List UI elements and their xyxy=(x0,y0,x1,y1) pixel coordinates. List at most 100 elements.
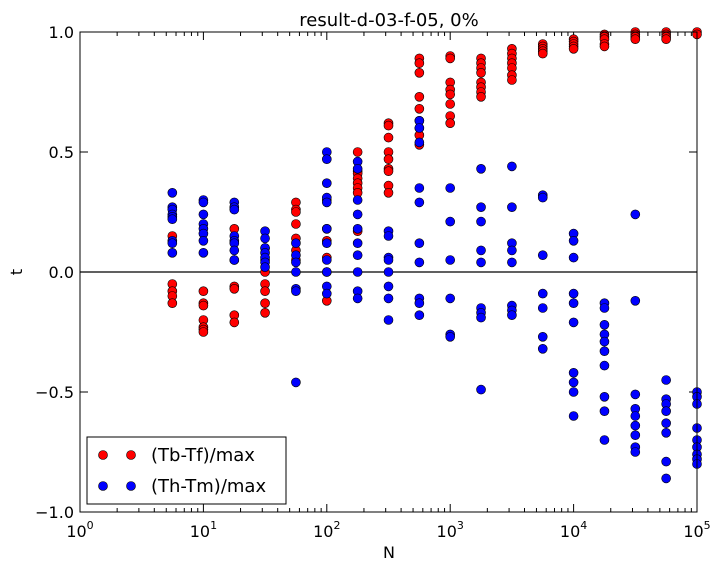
data-point xyxy=(661,34,671,45)
data-point xyxy=(476,312,486,323)
data-point xyxy=(568,288,579,299)
data-point xyxy=(383,315,394,325)
data-point xyxy=(383,267,394,277)
data-point xyxy=(260,298,270,309)
x-tick-label: 100 xyxy=(66,519,93,541)
data-point xyxy=(291,267,301,277)
data-point xyxy=(630,389,641,400)
data-point xyxy=(383,293,394,304)
data-point xyxy=(507,245,517,256)
data-point xyxy=(568,367,579,378)
data-point xyxy=(661,427,671,438)
data-point xyxy=(291,377,301,388)
data-point xyxy=(291,257,301,268)
x-tick-label: 103 xyxy=(437,519,464,541)
data-point xyxy=(630,209,641,220)
data-point xyxy=(229,317,240,328)
data-point xyxy=(568,317,579,328)
data-point xyxy=(568,236,579,246)
data-point xyxy=(537,343,548,354)
data-point xyxy=(383,255,394,265)
data-point xyxy=(260,307,270,318)
minor-ticks xyxy=(116,32,692,512)
data-point xyxy=(599,360,610,371)
data-point xyxy=(383,231,394,241)
data-point xyxy=(661,406,671,417)
data-point xyxy=(414,238,425,248)
data-point xyxy=(352,238,363,248)
data-point xyxy=(352,267,363,277)
data-point xyxy=(445,255,456,265)
data-point xyxy=(537,303,548,313)
data-point xyxy=(414,68,425,78)
data-point xyxy=(661,375,671,385)
data-point xyxy=(630,411,641,421)
data-point xyxy=(414,123,425,133)
data-point xyxy=(198,236,209,246)
data-point xyxy=(414,92,425,102)
data-point xyxy=(229,204,240,215)
data-point xyxy=(537,48,548,59)
data-point xyxy=(260,286,270,297)
data-point xyxy=(321,178,332,188)
data-point xyxy=(291,207,301,217)
data-point xyxy=(414,197,425,208)
legend-label-series-2: (Th-Tm)/max xyxy=(151,476,266,497)
data-point xyxy=(507,257,517,268)
data-point xyxy=(599,303,610,313)
data-point xyxy=(414,137,425,148)
data-point xyxy=(599,319,610,330)
x-tick-labels: 100 101 102 103 104 105 xyxy=(66,519,710,541)
data-point xyxy=(198,300,209,311)
y-tick-label: 0.0 xyxy=(49,263,74,282)
data-point xyxy=(599,41,610,52)
data-point xyxy=(198,209,209,220)
data-point xyxy=(352,195,363,205)
data-point xyxy=(568,252,579,263)
data-point xyxy=(260,262,270,273)
data-point xyxy=(167,188,178,198)
data-point xyxy=(476,202,486,212)
data-point xyxy=(445,331,456,342)
data-point xyxy=(476,164,486,174)
data-point xyxy=(198,286,209,297)
legend-label-series-1: (Tb-Tf)/max xyxy=(151,445,255,466)
y-tick-label: 0.5 xyxy=(49,143,74,162)
data-point xyxy=(537,192,548,203)
y-axis-title: t xyxy=(7,269,26,275)
data-point xyxy=(321,197,332,208)
data-point xyxy=(321,255,332,265)
data-point xyxy=(476,245,486,256)
data-point xyxy=(352,250,363,260)
data-point xyxy=(476,257,486,268)
chart-title: result-d-03-f-05, 0% xyxy=(299,10,479,31)
x-tick-label: 102 xyxy=(313,519,340,541)
data-point xyxy=(383,132,394,143)
data-point xyxy=(599,406,610,417)
data-point xyxy=(476,384,486,395)
data-point xyxy=(537,250,548,260)
data-point xyxy=(167,214,178,224)
x-axis-title: N xyxy=(383,543,395,562)
data-point xyxy=(476,68,486,78)
data-point xyxy=(321,154,332,164)
data-point xyxy=(445,216,456,227)
data-point xyxy=(661,473,671,484)
legend-marker-series-1-b xyxy=(126,450,136,460)
legend-box xyxy=(86,436,287,505)
y-tick-label: −0.5 xyxy=(35,383,74,402)
data-point xyxy=(599,391,610,402)
y-tick-label: 1.0 xyxy=(49,23,74,42)
data-point xyxy=(383,166,394,176)
data-point xyxy=(599,346,610,357)
x-tick-label: 104 xyxy=(560,519,587,541)
data-point xyxy=(599,336,610,347)
data-point xyxy=(291,286,301,297)
data-point xyxy=(568,387,579,397)
data-point xyxy=(445,89,456,100)
data-point xyxy=(414,104,425,114)
x-tick-label: 105 xyxy=(683,519,710,541)
data-point xyxy=(321,267,332,277)
data-point xyxy=(414,310,425,321)
data-point xyxy=(507,202,517,212)
